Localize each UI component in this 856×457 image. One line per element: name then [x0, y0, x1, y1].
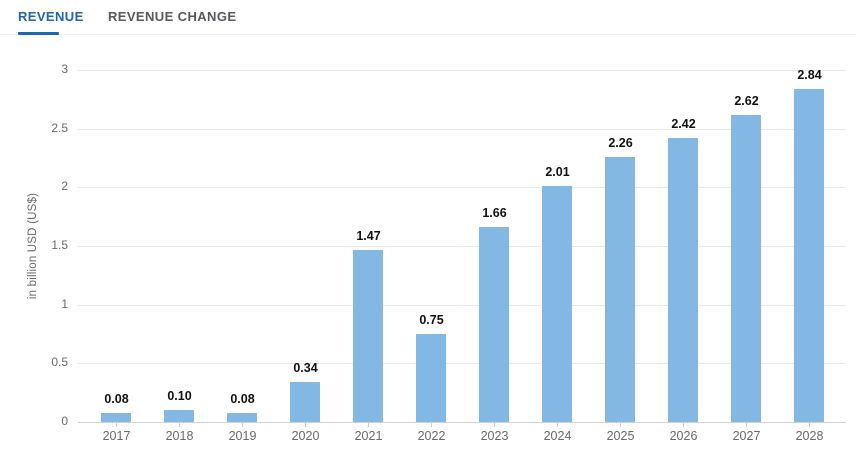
x-axis-tick: [557, 423, 558, 427]
y-gridline: [78, 305, 846, 306]
x-axis-tick: [746, 423, 747, 427]
bar-value-label: 0.34: [293, 361, 318, 375]
x-axis-line: [78, 422, 846, 423]
bar-value-label: 2.84: [797, 68, 822, 82]
bar-value-label: 1.66: [482, 206, 507, 220]
y-axis-tick-label: 3: [61, 62, 68, 76]
x-axis-tick: [242, 423, 243, 427]
y-axis-tick-label: 2: [61, 179, 68, 193]
x-axis-tick: [809, 423, 810, 427]
x-axis-tick: [368, 423, 369, 427]
y-axis-tick-label: 0.5: [51, 355, 68, 369]
x-axis-category-label: 2017: [102, 429, 131, 443]
bar-value-label: 0.08: [104, 392, 129, 406]
x-axis-category-label: 2020: [291, 429, 320, 443]
x-axis-category-label: 2018: [165, 429, 194, 443]
y-gridline: [78, 246, 846, 247]
bar[interactable]: [164, 410, 194, 422]
x-axis-category-label: 2024: [543, 429, 572, 443]
bar[interactable]: [353, 250, 383, 422]
bar[interactable]: [668, 138, 698, 422]
y-gridline: [78, 187, 846, 188]
x-axis-tick: [494, 423, 495, 427]
bar[interactable]: [416, 334, 446, 422]
bar-value-label: 2.62: [734, 94, 759, 108]
bar-value-label: 0.75: [419, 313, 444, 327]
x-axis-tick: [620, 423, 621, 427]
x-axis-category-label: 2026: [669, 429, 698, 443]
x-axis-tick: [305, 423, 306, 427]
bar[interactable]: [731, 115, 761, 422]
x-axis-category-label: 2022: [417, 429, 446, 443]
bar[interactable]: [290, 382, 320, 422]
tab-bar: REVENUE REVENUE CHANGE: [0, 0, 856, 37]
bar-value-label: 0.08: [230, 392, 255, 406]
y-gridline: [78, 70, 846, 71]
y-gridline: [78, 129, 846, 130]
bar-value-label: 2.26: [608, 136, 633, 150]
bar[interactable]: [605, 157, 635, 422]
x-axis-category-label: 2019: [228, 429, 257, 443]
x-axis-category-label: 2021: [354, 429, 383, 443]
x-axis-tick: [431, 423, 432, 427]
y-axis-tick-label: 1: [61, 297, 68, 311]
y-axis-tick-label: 2.5: [51, 121, 68, 135]
bar[interactable]: [101, 413, 131, 422]
x-axis-category-label: 2023: [480, 429, 509, 443]
x-axis-tick: [116, 423, 117, 427]
bar[interactable]: [794, 89, 824, 422]
bar[interactable]: [227, 413, 257, 422]
tab-revenue[interactable]: REVENUE: [18, 9, 84, 24]
bar-value-label: 2.42: [671, 117, 696, 131]
x-axis-category-label: 2027: [732, 429, 761, 443]
y-axis-tick-label: 0: [61, 414, 68, 428]
x-axis-tick: [179, 423, 180, 427]
active-tab-underline: [18, 32, 59, 35]
bar-value-label: 2.01: [545, 165, 570, 179]
x-axis-tick: [683, 423, 684, 427]
tab-bar-divider: [0, 34, 856, 35]
x-axis-category-label: 2025: [606, 429, 635, 443]
y-gridline: [78, 363, 846, 364]
bar[interactable]: [479, 227, 509, 422]
y-axis-tick-label: 1.5: [51, 238, 68, 252]
bar-value-label: 0.10: [167, 389, 192, 403]
x-axis-category-label: 2028: [795, 429, 824, 443]
bar[interactable]: [542, 186, 572, 422]
bar-value-label: 1.47: [356, 229, 381, 243]
tab-revenue-change[interactable]: REVENUE CHANGE: [108, 9, 237, 24]
